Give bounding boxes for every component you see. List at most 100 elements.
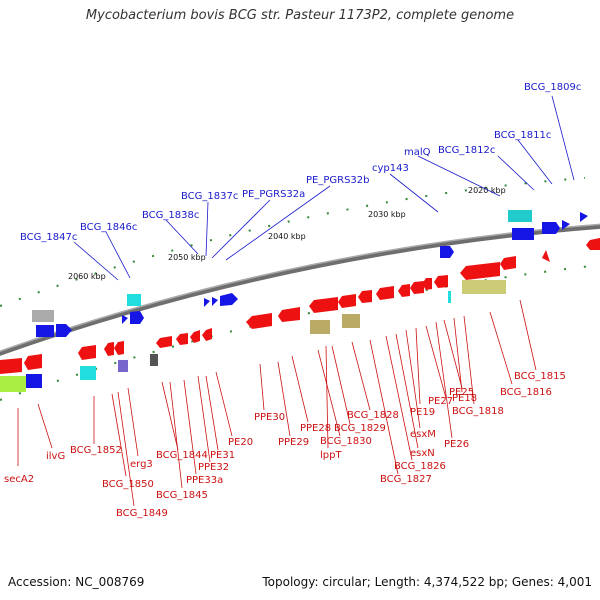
gene-label[interactable]: BCG_1828 bbox=[347, 410, 399, 421]
gene-feature bbox=[56, 324, 72, 337]
gene-label[interactable]: ilvG bbox=[46, 451, 65, 462]
gene-label[interactable]: BCG_1849 bbox=[116, 508, 168, 519]
gene-feature bbox=[440, 246, 454, 258]
gene-label[interactable]: BCG_1818 bbox=[452, 406, 504, 417]
gene-label[interactable]: BCG_1809c bbox=[524, 82, 581, 93]
forward-genes bbox=[32, 210, 588, 337]
gene-label[interactable]: BCG_1850 bbox=[102, 479, 154, 490]
gene-feature bbox=[278, 307, 300, 322]
gene-label[interactable]: PE19 bbox=[410, 407, 435, 418]
gene-feature bbox=[434, 275, 448, 288]
gene-feature bbox=[410, 281, 424, 294]
gene-feature bbox=[338, 294, 356, 308]
gene-feature bbox=[127, 294, 141, 306]
gene-label[interactable]: PE27 bbox=[428, 396, 453, 407]
gene-label[interactable]: BCG_1837c bbox=[181, 191, 238, 202]
gene-label[interactable]: lppT bbox=[320, 450, 342, 461]
gene-feature bbox=[460, 262, 500, 280]
gene-feature bbox=[586, 238, 600, 250]
gene-label[interactable]: PPE28 bbox=[300, 423, 331, 434]
gene-label[interactable]: PPE30 bbox=[254, 412, 285, 423]
gene-label[interactable]: BCG_1844 bbox=[156, 450, 208, 461]
gene-feature bbox=[26, 374, 42, 388]
gene-feature bbox=[114, 341, 124, 355]
gene-feature bbox=[508, 210, 532, 222]
gene-label[interactable]: esxN bbox=[410, 448, 435, 459]
gene-feature bbox=[24, 354, 42, 370]
kbp-label: 2050 kbp bbox=[168, 253, 206, 262]
gene-feature bbox=[358, 290, 372, 303]
genome-backbone bbox=[0, 223, 600, 356]
gene-feature bbox=[118, 360, 128, 372]
gene-feature bbox=[0, 376, 26, 392]
gene-label[interactable]: PE_PGRS32a bbox=[242, 189, 305, 200]
gene-label[interactable]: BCG_1838c bbox=[142, 210, 199, 221]
gene-label[interactable]: PE18 bbox=[452, 393, 477, 404]
gene-label[interactable]: BCG_1846c bbox=[80, 222, 137, 233]
gene-feature bbox=[376, 286, 394, 300]
gene-feature bbox=[122, 315, 128, 324]
kbp-label: 2040 kbp bbox=[268, 232, 306, 241]
gene-label[interactable]: PPE33a bbox=[186, 475, 223, 486]
gene-feature bbox=[212, 297, 218, 306]
gene-feature bbox=[580, 212, 588, 222]
gene-label[interactable]: PE31 bbox=[210, 450, 235, 461]
gene-label[interactable]: PPE32 bbox=[198, 462, 229, 473]
gene-feature bbox=[542, 222, 560, 234]
gene-feature bbox=[0, 358, 22, 374]
gene-label[interactable]: BCG_1811c bbox=[494, 130, 551, 141]
gene-label[interactable]: BCG_1816 bbox=[500, 387, 552, 398]
gene-feature bbox=[80, 366, 96, 380]
gene-label[interactable]: BCG_1845 bbox=[156, 490, 208, 501]
gene-label[interactable]: secA2 bbox=[4, 474, 34, 485]
gene-label[interactable]: PE26 bbox=[444, 439, 469, 450]
gene-feature bbox=[190, 330, 200, 343]
gene-feature bbox=[448, 291, 451, 303]
gene-feature bbox=[32, 310, 54, 322]
gene-feature bbox=[176, 333, 188, 345]
gene-feature bbox=[78, 345, 96, 360]
genome-title: Mycobacterium bovis BCG str. Pasteur 117… bbox=[85, 8, 515, 23]
kbp-label: 2020 kbp bbox=[468, 186, 506, 195]
gene-feature bbox=[342, 314, 360, 328]
reverse-genes bbox=[0, 238, 600, 392]
gene-label[interactable]: esxM bbox=[410, 429, 436, 440]
gene-feature bbox=[500, 256, 516, 270]
gene-feature bbox=[130, 311, 144, 324]
gene-label[interactable]: BCG_1829 bbox=[334, 423, 386, 434]
gene-label[interactable]: BCG_1847c bbox=[20, 232, 77, 243]
topology-summary: Topology: circular; Length: 4,374,522 bp… bbox=[262, 575, 592, 589]
gene-label[interactable]: BCG_1815 bbox=[514, 371, 566, 382]
gene-feature bbox=[542, 250, 550, 262]
gene-feature bbox=[309, 297, 338, 313]
gene-feature bbox=[104, 342, 114, 356]
gene-label[interactable]: malQ bbox=[404, 147, 431, 158]
gene-feature bbox=[156, 336, 172, 348]
gene-feature bbox=[310, 320, 330, 334]
gene-feature bbox=[422, 278, 432, 290]
gene-label[interactable]: cyp143 bbox=[372, 163, 409, 174]
gene-feature bbox=[220, 293, 238, 306]
gene-label[interactable]: BCG_1830 bbox=[320, 436, 372, 447]
gene-feature bbox=[462, 280, 506, 294]
gene-label[interactable]: PE20 bbox=[228, 437, 253, 448]
gene-feature bbox=[150, 354, 158, 366]
accession-label: Accession: NC_008769 bbox=[8, 575, 145, 589]
kbp-label: 2030 kbp bbox=[368, 210, 406, 219]
gene-feature bbox=[562, 220, 570, 230]
gene-feature bbox=[512, 228, 534, 240]
kbp-label: 2060 kbp bbox=[68, 272, 106, 281]
gene-label[interactable]: BCG_1827 bbox=[380, 474, 432, 485]
gene-feature bbox=[204, 298, 210, 307]
gene-label[interactable]: erg3 bbox=[130, 459, 153, 470]
reverse-leaders bbox=[17, 299, 537, 507]
gene-label[interactable]: BCG_1852 bbox=[70, 445, 122, 456]
gene-label[interactable]: BCG_1812c bbox=[438, 145, 495, 156]
gene-feature bbox=[398, 284, 410, 297]
forward-leaders bbox=[73, 95, 575, 281]
gene-label[interactable]: PPE29 bbox=[278, 437, 309, 448]
gene-label[interactable]: BCG_1826 bbox=[394, 461, 446, 472]
gene-label[interactable]: PE25 bbox=[449, 387, 474, 398]
gene-label[interactable]: PE_PGRS32b bbox=[306, 175, 370, 186]
